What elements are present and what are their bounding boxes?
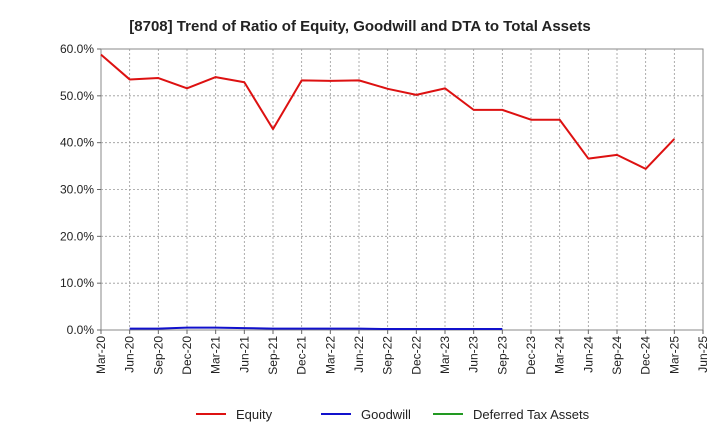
series-line-goodwill [129,326,503,331]
series [100,53,676,331]
y-tick-label: 0.0% [67,323,95,337]
x-tick-label: Mar-24 [553,336,567,374]
x-tick-label: Sep-22 [381,336,395,375]
x-tick-label: Dec-22 [409,336,423,375]
y-tick-label: 60.0% [60,42,94,56]
legend-label-equity: Equity [236,407,273,422]
x-tick-label: Jun-21 [237,336,251,373]
x-tick-label: Jun-23 [467,336,481,373]
x-tick-label: Dec-21 [295,336,309,375]
x-tick-label: Mar-22 [323,336,337,374]
x-tick-label: Mar-23 [438,336,452,374]
x-tick-label: Jun-24 [581,336,595,373]
x-tick-label: Mar-20 [94,336,108,374]
y-axis: 0.0% 10.0% 20.0% 30.0% 40.0% 50.0% 60.0% [60,42,101,337]
x-tick-label: Dec-20 [180,336,194,375]
x-tick-label: Jun-22 [352,336,366,373]
legend: Equity Goodwill Deferred Tax Assets [196,407,590,422]
x-tick-label: Dec-23 [524,336,538,375]
x-tick-label: Jun-20 [123,336,137,373]
legend-label-deferred-tax-assets: Deferred Tax Assets [473,407,590,422]
series-line-equity [100,53,676,170]
y-tick-label: 40.0% [60,136,94,150]
legend-label-goodwill: Goodwill [361,407,411,422]
y-tick-label: 30.0% [60,183,94,197]
x-tick-label: Sep-24 [610,336,624,375]
x-tick-label: Jun-25 [696,336,710,373]
y-tick-label: 10.0% [60,276,94,290]
x-tick-label: Sep-20 [151,336,165,375]
x-tick-label: Dec-24 [639,336,653,375]
y-tick-label: 20.0% [60,229,94,243]
x-tick-label: Sep-21 [266,336,280,375]
x-tick-label: Mar-21 [209,336,223,374]
chart-title: [8708] Trend of Ratio of Equity, Goodwil… [129,18,590,35]
y-tick-label: 50.0% [60,89,94,103]
x-axis: Mar-20 Jun-20 Sep-20 Dec-20 Mar-21 Jun-21 Sep-… [94,330,710,375]
x-tick-label: Mar-25 [667,336,681,374]
x-tick-label: Sep-23 [495,336,509,375]
grid [101,49,703,330]
